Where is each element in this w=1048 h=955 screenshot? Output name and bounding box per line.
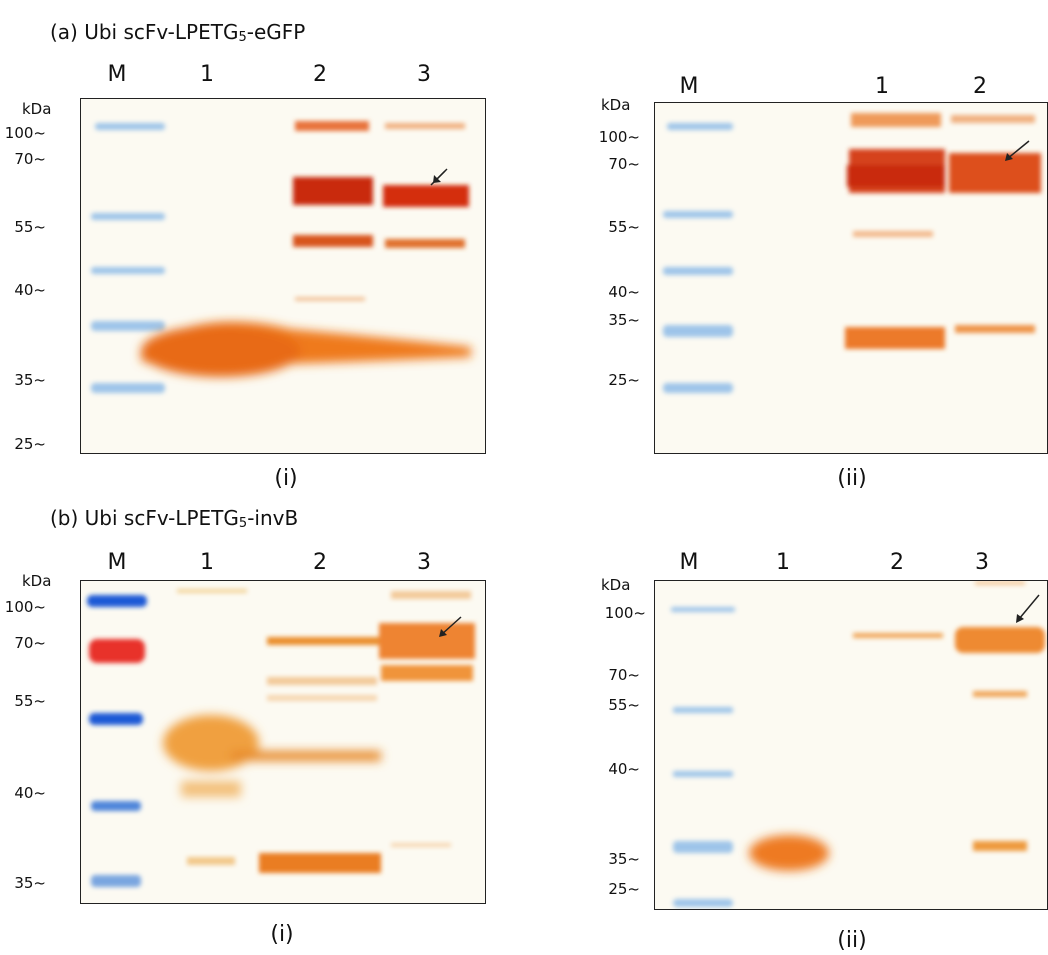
section-b-title: (b) Ubi scFv-LPETG5-invB (50, 506, 299, 531)
mw-marker-label: 55~ (608, 696, 640, 714)
lane-label-2: 2 (890, 550, 904, 575)
mw-marker-label: 40~ (608, 283, 640, 301)
mw-marker-label: 35~ (608, 311, 640, 329)
lane-label-2: 2 (973, 74, 987, 99)
lane-label-1: 1 (875, 74, 889, 99)
gel-caption: (ii) (837, 466, 867, 491)
mw-marker-label: 70~ (608, 155, 640, 173)
kda-unit-label: kDa (22, 100, 52, 118)
gel-b-i (80, 580, 486, 904)
lane-label-m: M (679, 550, 699, 575)
mw-marker-label: 40~ (608, 760, 640, 778)
lane-label-3: 3 (975, 550, 989, 575)
gel-caption: (i) (270, 922, 294, 947)
lane-label-3: 3 (417, 62, 431, 87)
gel-a-i (80, 98, 486, 454)
lane-label-2: 2 (313, 550, 327, 575)
mw-marker-label: 25~ (14, 435, 46, 453)
kda-unit-label: kDa (601, 96, 631, 114)
lane-label-m: M (107, 62, 127, 87)
section-a-title: (a) Ubi scFv-LPETG5-eGFP (50, 20, 306, 45)
lane-label-m: M (107, 550, 127, 575)
mw-marker-label: 35~ (14, 874, 46, 892)
gel-b-i-image (87, 589, 475, 887)
mw-marker-label: 25~ (608, 371, 640, 389)
gel-a-ii (654, 102, 1048, 454)
mw-marker-label: 70~ (608, 666, 640, 684)
lane-label-1: 1 (200, 62, 214, 87)
lane-label-1: 1 (200, 550, 214, 575)
lane-label-2: 2 (313, 62, 327, 87)
gel-b-ii (654, 580, 1048, 910)
gel-a-ii-image (663, 113, 1041, 393)
mw-marker-label: 70~ (14, 634, 46, 652)
mw-marker-label: 40~ (14, 784, 46, 802)
mw-marker-label: 100~ (604, 604, 646, 622)
mw-marker-label: 100~ (598, 128, 640, 146)
kda-unit-label: kDa (22, 572, 52, 590)
gel-a-i-image (91, 121, 471, 393)
gel-caption: (i) (274, 466, 298, 491)
mw-marker-label: 70~ (14, 150, 46, 168)
mw-marker-label: 40~ (14, 281, 46, 299)
gel-caption: (ii) (837, 928, 867, 953)
mw-marker-label: 35~ (608, 850, 640, 868)
lane-label-1: 1 (776, 550, 790, 575)
mw-marker-label: 25~ (608, 880, 640, 898)
mw-marker-label: 100~ (4, 598, 46, 616)
lane-label-m: M (679, 74, 699, 99)
gel-b-ii-image (671, 581, 1045, 907)
mw-marker-label: 55~ (14, 692, 46, 710)
mw-marker-label: 55~ (14, 218, 46, 236)
lane-label-3: 3 (417, 550, 431, 575)
mw-marker-label: 35~ (14, 371, 46, 389)
mw-marker-label: 55~ (608, 218, 640, 236)
kda-unit-label: kDa (601, 576, 631, 594)
mw-marker-label: 100~ (4, 124, 46, 142)
